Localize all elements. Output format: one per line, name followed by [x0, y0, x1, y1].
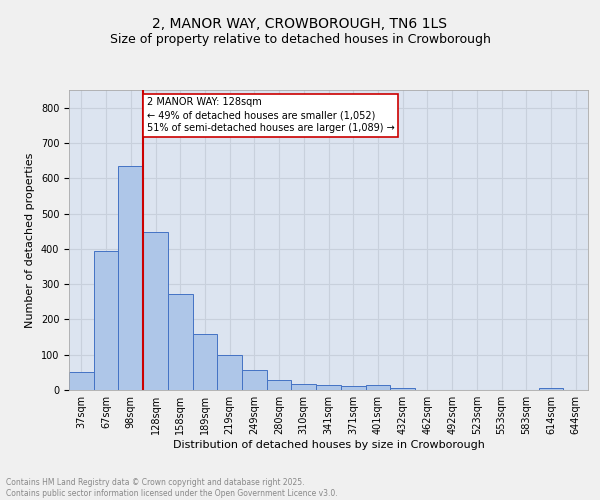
Bar [365, 385, 390, 390]
Text: Size of property relative to detached houses in Crowborough: Size of property relative to detached ho… [110, 32, 490, 46]
Bar [341, 386, 365, 390]
Bar [316, 386, 341, 390]
Bar [193, 334, 217, 390]
Bar [168, 294, 193, 390]
Bar [143, 232, 168, 390]
Y-axis label: Number of detached properties: Number of detached properties [25, 152, 35, 328]
Bar [69, 372, 94, 390]
Bar [94, 252, 118, 390]
Bar [118, 166, 143, 390]
Text: 2 MANOR WAY: 128sqm
← 49% of detached houses are smaller (1,052)
51% of semi-det: 2 MANOR WAY: 128sqm ← 49% of detached ho… [147, 97, 395, 134]
Bar [217, 354, 242, 390]
Text: Contains HM Land Registry data © Crown copyright and database right 2025.
Contai: Contains HM Land Registry data © Crown c… [6, 478, 338, 498]
Bar [539, 388, 563, 390]
X-axis label: Distribution of detached houses by size in Crowborough: Distribution of detached houses by size … [173, 440, 484, 450]
Bar [267, 380, 292, 390]
Bar [242, 370, 267, 390]
Bar [292, 384, 316, 390]
Bar [390, 388, 415, 390]
Text: 2, MANOR WAY, CROWBOROUGH, TN6 1LS: 2, MANOR WAY, CROWBOROUGH, TN6 1LS [152, 18, 448, 32]
